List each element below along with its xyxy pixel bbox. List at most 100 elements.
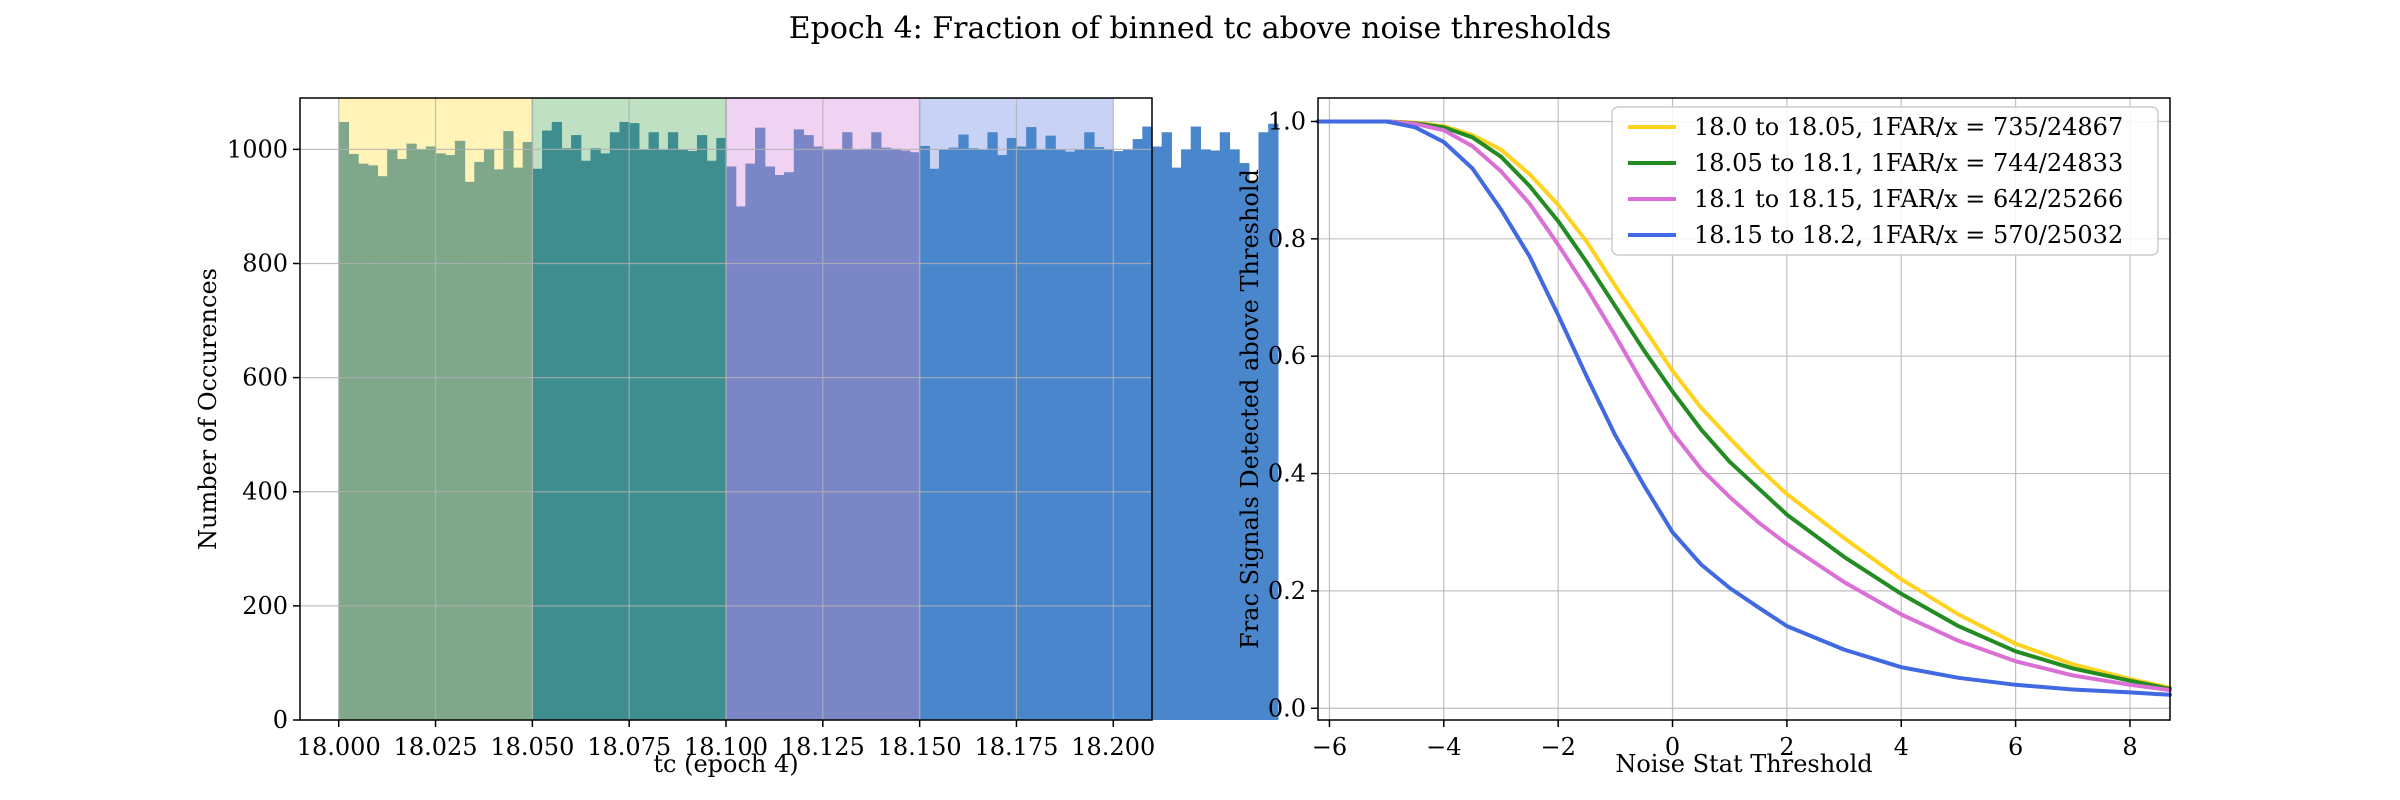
histogram-bar <box>958 134 969 720</box>
histogram-bar <box>977 149 989 721</box>
histogram-bar <box>822 149 834 721</box>
histogram-bar <box>600 153 611 720</box>
line-x-label: Noise Stat Threshold <box>1615 750 1872 778</box>
histogram-bar <box>851 149 863 721</box>
histogram-bar <box>532 168 543 720</box>
histogram-bar <box>493 169 504 721</box>
histogram-bar <box>968 148 979 721</box>
histogram-bar <box>483 149 495 721</box>
histogram-bar <box>367 165 379 720</box>
histogram-bar <box>1064 151 1076 720</box>
legend-box <box>1611 106 2159 256</box>
histogram-bar <box>1210 150 1221 720</box>
histogram-bar <box>435 153 446 720</box>
histogram-bar <box>1103 149 1114 721</box>
line-panel: −6 −4 −2 0 2 4 6 8 0.0 0.2 0.4 0.6 0.8 1.0 Noise Stat… <box>1236 97 2172 778</box>
histogram-bar <box>377 176 388 720</box>
histogram-bar <box>1122 149 1134 721</box>
histogram-bar <box>590 148 601 721</box>
histogram-bar <box>609 132 621 720</box>
histogram-bar <box>745 163 756 721</box>
histogram-y-tick-label: 0 <box>273 706 288 734</box>
histogram-bar <box>987 132 998 720</box>
histogram-bar <box>513 167 524 720</box>
histogram-bar <box>1190 126 1202 721</box>
histogram-panel: 18.000 18.025 18.050 18.075 18.100 18.125 18.1… <box>194 97 1279 778</box>
histogram-bar <box>764 166 776 721</box>
histogram-bar <box>900 150 911 720</box>
line-x-tick-label: 6 <box>2008 733 2023 761</box>
histogram-bar <box>658 149 669 721</box>
figure-title: Epoch 4: Fraction of binned tc above noi… <box>789 11 1612 46</box>
histogram-bar <box>1084 132 1095 720</box>
histogram-bar <box>1006 137 1018 721</box>
line-x-tick-label: −4 <box>1426 733 1461 761</box>
histogram-bar <box>561 148 572 721</box>
legend-label-3: 18.15 to 18.2, 1FAR/x = 570/25032 <box>1694 221 2123 249</box>
line-x-tick-label: −6 <box>1312 733 1347 761</box>
histogram-y-tick-label: 800 <box>242 249 288 277</box>
histogram-bar <box>1045 135 1056 721</box>
histogram-bar <box>551 121 563 720</box>
histogram-bar <box>1268 123 1279 721</box>
histogram-x-label: tc (epoch 4) <box>653 750 798 778</box>
histogram-bar <box>939 149 950 721</box>
line-series-group <box>1316 119 2172 697</box>
histogram-bar <box>726 166 737 721</box>
histogram-bar <box>638 149 650 721</box>
histogram-bar <box>842 132 853 720</box>
line-y-tick-label: 1.0 <box>1268 107 1306 135</box>
histogram-x-tick-label: 18.200 <box>1071 733 1155 761</box>
line-y-label: Frac Signals Detected above Threshold <box>1236 169 1264 649</box>
histogram-bar <box>948 147 959 720</box>
histogram-bar <box>648 132 659 720</box>
line-ticks: −6 −4 −2 0 2 4 6 8 0.0 0.2 0.4 0.6 0.8 1.0 <box>1268 107 2138 761</box>
line-x-tick-label: 0 <box>1665 733 1680 761</box>
histogram-bar <box>425 146 437 721</box>
histogram-bar <box>1248 180 1260 721</box>
histogram-bar <box>406 143 417 721</box>
histogram-bar <box>396 159 408 720</box>
histogram-bar <box>880 147 892 720</box>
histogram-bar <box>348 153 359 720</box>
histogram-bar <box>813 146 824 721</box>
histogram-bar <box>677 149 688 721</box>
histogram-bars <box>338 98 1279 721</box>
series-line-3 <box>1316 119 2172 697</box>
histogram-bar <box>997 155 1008 721</box>
histogram-bar <box>1142 126 1153 721</box>
histogram-bar <box>803 135 814 720</box>
series-line-1 <box>1316 119 2172 691</box>
histogram-bar <box>474 161 485 720</box>
histogram-x-tick-label: 18.050 <box>490 733 574 761</box>
histogram-bar <box>580 160 592 721</box>
histogram-x-tick-label: 18.125 <box>781 733 865 761</box>
histogram-bar <box>696 135 708 720</box>
histogram-bar <box>1229 149 1240 721</box>
histogram-x-tick-label: 18.175 <box>974 733 1058 761</box>
line-y-tick-label: 0.4 <box>1268 460 1306 488</box>
histogram-bar <box>919 145 930 720</box>
histogram-bar <box>454 140 466 721</box>
line-y-tick-label: 0.8 <box>1268 225 1306 253</box>
histogram-bar <box>1258 132 1269 720</box>
histogram-bar <box>1016 146 1027 721</box>
histogram-x-tick-label: 18.025 <box>394 733 478 761</box>
histogram-y-tick-label: 1000 <box>227 135 288 163</box>
histogram-bar <box>1171 167 1182 720</box>
histogram-bar <box>629 123 640 720</box>
histogram-bar <box>1132 139 1143 720</box>
line-x-tick-label: 2 <box>1779 733 1794 761</box>
histogram-bar <box>358 163 369 721</box>
histogram-bar <box>706 160 717 721</box>
histogram-bar <box>445 155 456 721</box>
line-y-tick-label: 0.2 <box>1268 577 1306 605</box>
histogram-bar <box>1035 149 1047 721</box>
histogram-bar <box>1219 132 1231 720</box>
histogram-bar <box>716 137 727 721</box>
histogram-bar <box>1152 146 1163 721</box>
histogram-bar <box>619 121 630 720</box>
histogram-y-tick-label: 600 <box>242 364 288 392</box>
histogram-bar <box>832 149 843 721</box>
